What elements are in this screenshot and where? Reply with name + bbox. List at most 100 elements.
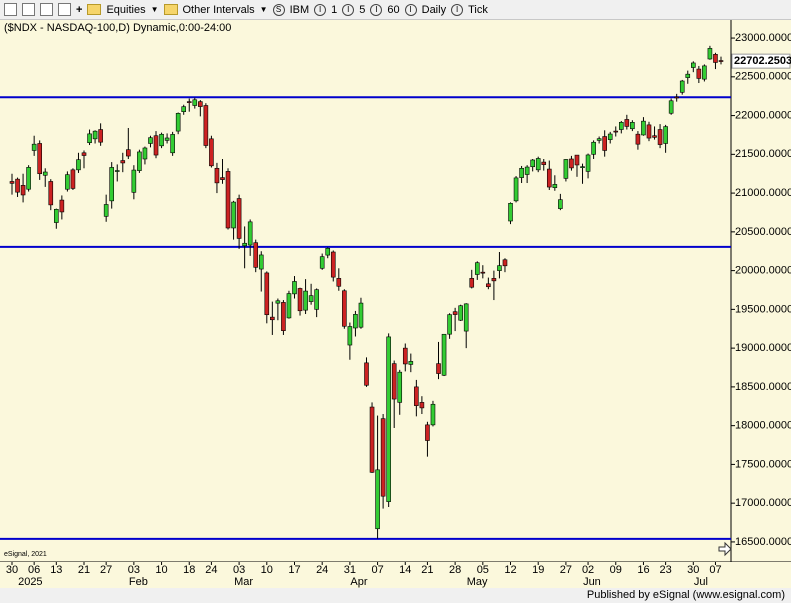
candle-body: [214, 167, 220, 184]
candle-body: [308, 295, 314, 302]
candle-body: [59, 199, 65, 213]
add-button[interactable]: +: [76, 3, 83, 16]
interval-button[interactable]: Tick: [468, 3, 488, 16]
candle-body: [402, 347, 408, 365]
candle-body: [220, 177, 225, 180]
interval-button[interactable]: 60: [387, 3, 400, 16]
candle-body: [591, 141, 596, 155]
candle-body: [270, 316, 275, 321]
icon-button[interactable]: [22, 3, 35, 16]
candle-body: [414, 386, 419, 406]
symbol-button[interactable]: IBM: [289, 3, 310, 16]
x-tick-label: 09: [610, 564, 622, 576]
candle-body: [114, 170, 120, 172]
candle-body: [718, 60, 724, 62]
candle-body: [585, 154, 591, 172]
candle-body: [546, 168, 552, 188]
candle-body: [9, 181, 15, 184]
candle-body: [375, 469, 380, 530]
candle-body: [258, 254, 264, 270]
interval-button[interactable]: 1: [331, 3, 338, 16]
x-tick-label: 24: [205, 564, 217, 576]
candle-body: [513, 177, 519, 202]
candle-body: [70, 169, 76, 189]
y-tick-label: 22500.0000: [735, 71, 791, 83]
candle-body: [519, 167, 524, 178]
candle-body: [247, 221, 253, 246]
candle-body: [668, 100, 674, 114]
y-tick-label: 21500.0000: [735, 148, 791, 160]
y-tick-label: 23000.0000: [735, 32, 791, 44]
candle-body: [98, 129, 103, 143]
candle-body: [364, 362, 369, 386]
y-tick-label: 19500.0000: [735, 303, 791, 315]
candle-body: [203, 105, 209, 146]
month-label: May: [467, 576, 488, 588]
icon-button[interactable]: [4, 3, 17, 16]
candle-body: [541, 161, 547, 165]
scroll-icon[interactable]: [718, 541, 732, 557]
candle-body: [380, 418, 386, 497]
interval-icon: I: [342, 3, 355, 16]
x-tick-label: 10: [155, 564, 167, 576]
candle-body: [37, 143, 42, 175]
candle-body: [613, 130, 619, 133]
last-price-label: 22702.2503: [734, 55, 791, 67]
icon-button[interactable]: [58, 3, 71, 16]
candle-body: [469, 278, 475, 288]
x-tick-label: 03: [128, 564, 140, 576]
candle-body: [87, 133, 92, 144]
candle-body: [325, 247, 331, 256]
y-tick-label: 18000.0000: [735, 420, 791, 432]
candle-body: [26, 167, 31, 190]
candle-body: [463, 303, 469, 332]
candle-body: [497, 265, 502, 271]
x-tick-label: 30: [6, 564, 18, 576]
candle-body: [242, 242, 247, 247]
candle-body: [607, 133, 613, 140]
candle-body: [713, 54, 718, 63]
interval-button[interactable]: Daily: [421, 3, 447, 16]
candle-body: [286, 293, 292, 319]
interval-icon: I: [370, 3, 383, 16]
candle-body: [92, 130, 98, 140]
candle-body: [657, 129, 663, 145]
y-tick-label: 17000.0000: [735, 497, 791, 509]
candle-body: [569, 158, 574, 169]
candle-body: [474, 262, 480, 275]
candle-body: [702, 65, 707, 80]
month-label: Jun: [583, 576, 601, 588]
month-label: Jul: [694, 576, 708, 588]
month-label: 2025: [18, 576, 42, 588]
candle-body: [524, 166, 530, 175]
x-tick-label: 24: [316, 564, 328, 576]
candle-body: [652, 135, 657, 138]
intervals-menu[interactable]: Other Intervals: [182, 3, 255, 16]
candle-body: [120, 160, 126, 164]
candle-body: [181, 106, 187, 113]
equities-menu[interactable]: Equities: [106, 3, 146, 16]
x-tick-label: 06: [28, 564, 40, 576]
candle-body: [15, 178, 20, 193]
interval-button[interactable]: 5: [359, 3, 366, 16]
candle-body: [126, 149, 131, 157]
candle-body: [580, 166, 585, 168]
candle-body: [630, 122, 635, 130]
candle-body: [696, 68, 702, 79]
icon-button[interactable]: [40, 3, 53, 16]
symbol-icon: S: [272, 3, 285, 16]
x-tick-label: 03: [233, 564, 245, 576]
candle-body: [552, 184, 558, 188]
candle-body: [153, 135, 159, 156]
candle-body: [530, 159, 535, 168]
candle-body: [452, 311, 458, 315]
x-tick-label: 13: [50, 564, 62, 576]
candle-body: [330, 251, 336, 278]
candle-body: [192, 99, 198, 106]
candle-body: [76, 159, 81, 171]
candle-body: [358, 302, 364, 328]
y-tick-label: 19000.0000: [735, 342, 791, 354]
candle-body: [508, 203, 513, 222]
x-tick-label: 23: [659, 564, 671, 576]
